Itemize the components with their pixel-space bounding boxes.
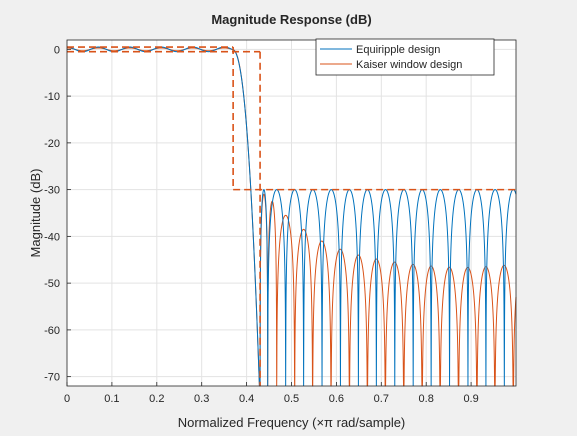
y-tick-label: -70	[44, 372, 60, 384]
x-tick-label: 0.7	[374, 393, 389, 405]
x-tick-label: 0.9	[463, 393, 478, 405]
x-tick-label: 0.4	[239, 393, 254, 405]
x-tick-label: 0.2	[149, 393, 164, 405]
x-tick-label: 0.5	[284, 393, 299, 405]
series-line-kaiser	[67, 47, 517, 387]
y-tick-label: -20	[44, 138, 60, 150]
y-tick-label: -50	[44, 278, 60, 290]
x-tick-label: 0	[64, 393, 70, 405]
legend-label-equiripple: Equiripple design	[356, 44, 440, 56]
y-tick-label: -60	[44, 325, 60, 337]
legend-label-kaiser: Kaiser window design	[356, 59, 462, 71]
axes-box	[66, 39, 517, 387]
x-axis-label: Normalized Frequency (×π rad/sample)	[178, 415, 406, 430]
legend: Equiripple design Kaiser window design	[315, 38, 495, 76]
x-tick-label: 0.3	[194, 393, 209, 405]
y-tick-label: -10	[44, 91, 60, 103]
x-tick-label: 0.1	[104, 393, 119, 405]
series-line-equiripple	[67, 46, 517, 387]
y-axis-label: Magnitude (dB)	[28, 169, 43, 258]
tick-labels: 0 0.1 0.2 0.3 0.4 0.5 0.6 0.7 0.8 0.9 0 -10 -20 -30 -4…	[44, 44, 479, 405]
y-tick-label: -30	[44, 185, 60, 197]
x-tick-label: 0.6	[329, 393, 344, 405]
y-tick-label: -40	[44, 231, 60, 243]
x-tick-label: 0.8	[419, 393, 434, 405]
y-tick-label: 0	[54, 44, 60, 56]
chart-title: Magnitude Response (dB)	[211, 12, 371, 27]
legend-box	[315, 38, 495, 76]
plot-area	[67, 46, 517, 387]
